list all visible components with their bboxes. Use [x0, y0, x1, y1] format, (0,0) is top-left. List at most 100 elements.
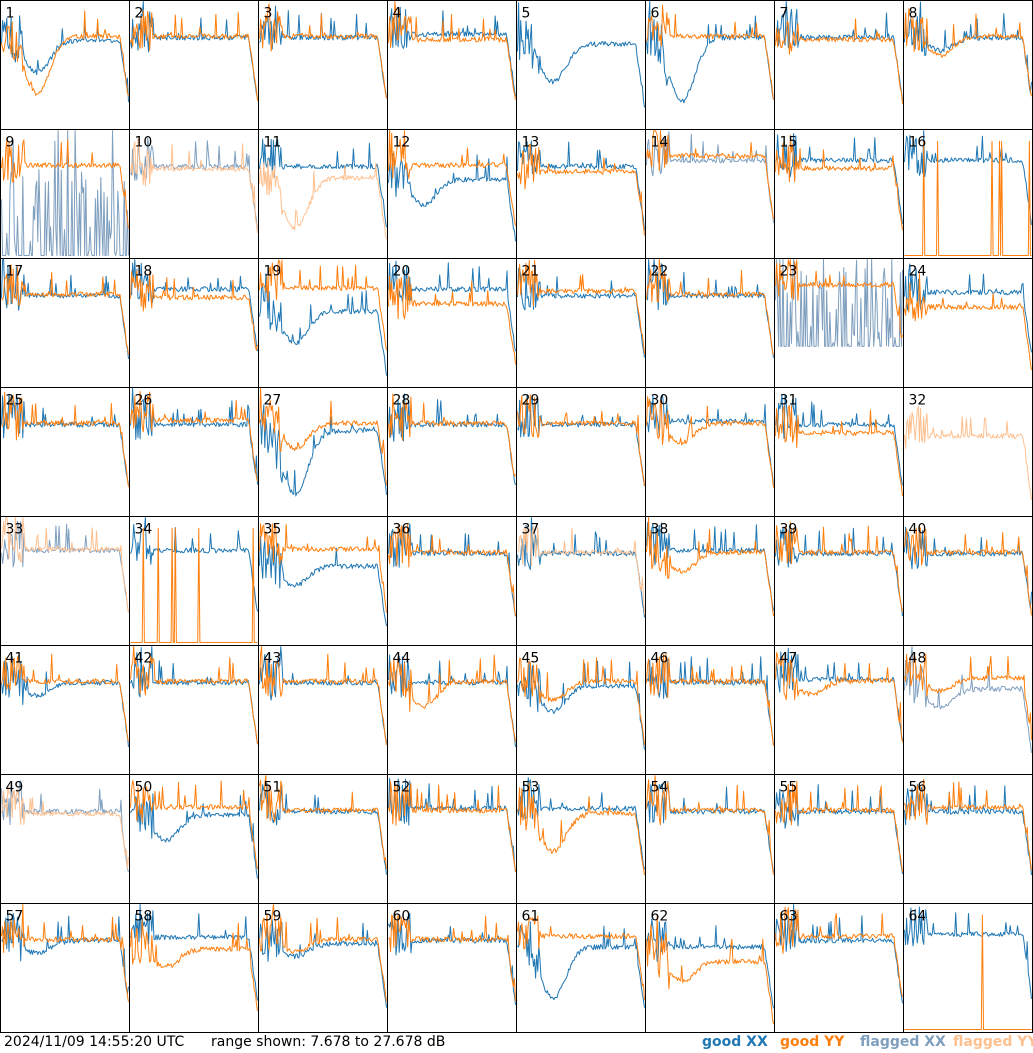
flagged-yy-line-33 — [1, 517, 129, 613]
panel-3: 3 — [258, 0, 388, 130]
panel-62: 62 — [645, 903, 775, 1033]
panel-frame — [387, 129, 517, 259]
panel-56: 56 — [903, 774, 1033, 904]
panel-frame — [129, 516, 259, 646]
good-yy-line-38 — [646, 517, 774, 616]
good-yy-line-53 — [517, 782, 645, 876]
panel-20: 20 — [387, 258, 517, 388]
panel-label: 15 — [780, 135, 798, 151]
panel-label: 63 — [780, 909, 798, 925]
panel-label: 8 — [909, 6, 918, 22]
panel-39: 39 — [774, 516, 904, 646]
good-yy-line-41 — [1, 653, 129, 742]
good-yy-line-35 — [259, 522, 387, 613]
panel-48: 48 — [903, 645, 1033, 775]
good-xx-line-20 — [388, 260, 516, 352]
good-yy-line-58 — [130, 920, 258, 1011]
panel-29: 29 — [516, 387, 646, 517]
good-yy-line-46 — [646, 653, 774, 746]
panel-label: 60 — [393, 909, 411, 925]
panel-frame — [516, 0, 646, 130]
panel-57: 57 — [0, 903, 130, 1033]
good-yy-line-57 — [1, 904, 129, 1002]
panel-43: 43 — [258, 645, 388, 775]
panel-18: 18 — [129, 258, 259, 388]
panel-label: 19 — [264, 264, 282, 280]
panel-label: 27 — [264, 393, 282, 409]
panel-label: 2 — [135, 6, 144, 22]
panel-label: 43 — [264, 651, 282, 667]
good-xx-line-57 — [1, 913, 129, 995]
panel-label: 29 — [522, 393, 540, 409]
panel-frame — [129, 258, 259, 388]
panel-label: 24 — [909, 264, 927, 280]
panel-2: 2 — [129, 0, 259, 130]
panel-label: 10 — [135, 135, 153, 151]
panel-label: 25 — [6, 393, 24, 409]
legend-flagged-yy: flagged YY — [953, 1034, 1033, 1050]
panel-frame — [129, 774, 259, 904]
good-yy-line-13 — [517, 143, 645, 236]
panel-label: 44 — [393, 651, 411, 667]
legend-good-xx: good XX — [702, 1034, 768, 1050]
good-yy-line-17 — [1, 264, 129, 355]
panel-label: 58 — [135, 909, 153, 925]
panel-53: 53 — [516, 774, 646, 904]
panel-label: 37 — [522, 522, 540, 538]
good-xx-line-11 — [259, 138, 387, 228]
good-yy-line-12 — [388, 130, 516, 226]
flagged-xx-line-10 — [130, 137, 258, 230]
panel-13: 13 — [516, 129, 646, 259]
panel-label: 5 — [522, 6, 531, 22]
good-yy-line-27 — [259, 388, 387, 486]
panel-21: 21 — [516, 258, 646, 388]
panel-label: 38 — [651, 522, 669, 538]
good-yy-line-59 — [259, 904, 387, 1002]
panel-frame — [903, 645, 1033, 775]
good-xx-line-8 — [904, 1, 1032, 94]
panel-label: 18 — [135, 264, 153, 280]
legend-flagged-xx: flagged XX — [860, 1034, 946, 1050]
panel-label: 7 — [780, 6, 789, 22]
good-yy-line-24 — [904, 272, 1032, 371]
good-yy-line-26 — [130, 390, 258, 482]
panel-label: 61 — [522, 909, 540, 925]
panel-label: 48 — [909, 651, 927, 667]
panel-label: 45 — [522, 651, 540, 667]
panel-frame — [387, 516, 517, 646]
panel-30: 30 — [645, 387, 775, 517]
panel-16: 16 — [903, 129, 1033, 259]
good-yy-line-31 — [775, 404, 903, 497]
good-xx-line-47 — [775, 647, 903, 741]
good-yy-line-15 — [775, 134, 903, 231]
panel-label: 35 — [264, 522, 282, 538]
panel-55: 55 — [774, 774, 904, 904]
good-xx-line-17 — [1, 259, 129, 359]
panel-64: 64 — [903, 903, 1033, 1033]
good-yy-line-6 — [646, 4, 774, 100]
good-yy-line-64 — [904, 914, 1032, 1030]
good-xx-line-24 — [904, 263, 1032, 353]
panel-frame — [903, 258, 1033, 388]
good-xx-line-53 — [517, 777, 645, 870]
flagged-xx-line-23 — [775, 259, 903, 347]
panel-27: 27 — [258, 387, 388, 517]
panel-54: 54 — [645, 774, 775, 904]
flagged-yy-line-49 — [1, 785, 129, 869]
good-xx-line-26 — [130, 388, 258, 485]
good-yy-line-22 — [646, 259, 774, 356]
panel-label: 34 — [135, 522, 153, 538]
panel-label: 49 — [6, 780, 24, 796]
panel-label: 17 — [6, 264, 24, 280]
panel-22: 22 — [645, 258, 775, 388]
good-yy-line-63 — [775, 906, 903, 997]
good-xx-line-27 — [259, 404, 387, 497]
panel-7: 7 — [774, 0, 904, 130]
good-yy-line-47 — [775, 651, 903, 743]
panel-42: 42 — [129, 645, 259, 775]
panel-label: 11 — [264, 135, 282, 151]
panel-label: 52 — [393, 780, 411, 796]
panel-label: 16 — [909, 135, 927, 151]
flagged-xx-line-14 — [646, 131, 774, 223]
